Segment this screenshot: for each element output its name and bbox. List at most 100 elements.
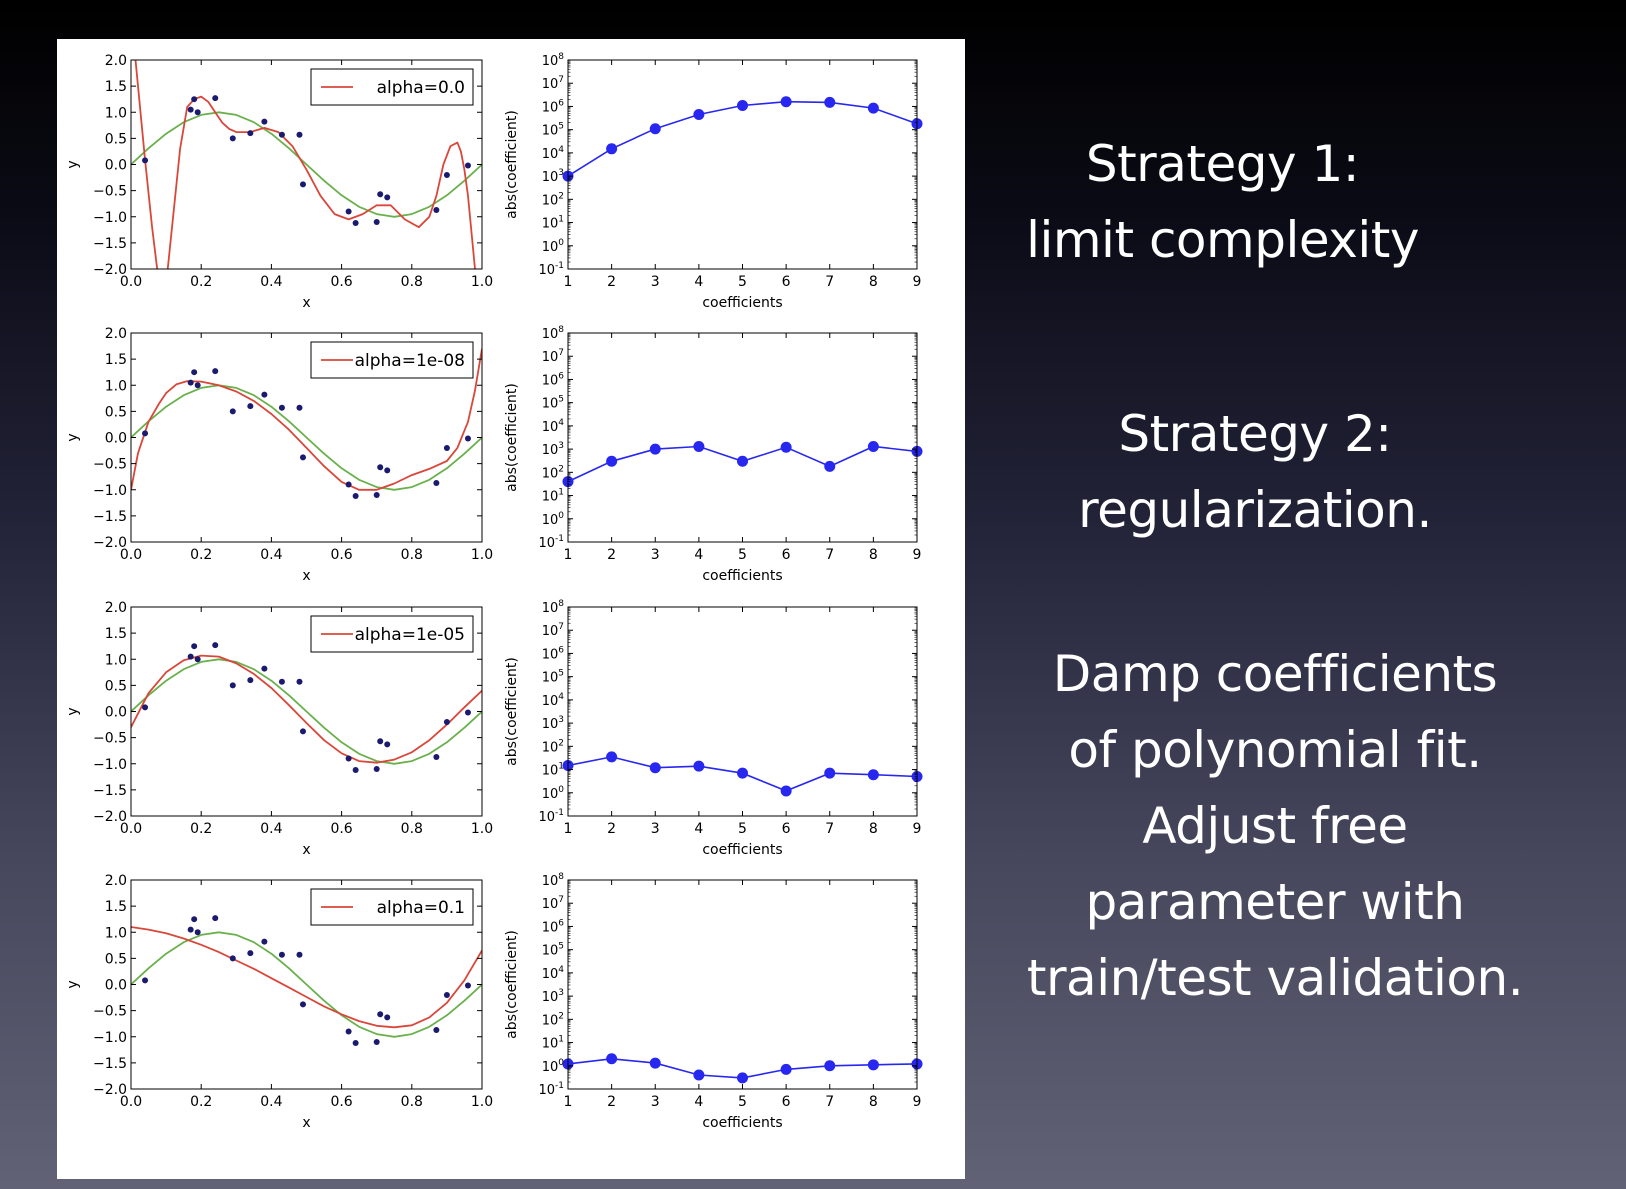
damp-line3: Adjust free: [1142, 797, 1408, 855]
x-tick-label: 8: [869, 1094, 878, 1110]
y-tick-label: 102: [542, 191, 564, 208]
coef-marker: [649, 123, 661, 135]
plot-frame: [567, 606, 918, 817]
y-tick-label: 1.0: [105, 378, 127, 394]
y-tick-label: 106: [542, 918, 565, 935]
strategy1-line2: limit complexity: [1026, 211, 1419, 269]
data-point: [443, 991, 450, 998]
data-point: [191, 916, 198, 923]
y-tick-label: 105: [542, 122, 564, 139]
x-tick-label: 1: [564, 821, 573, 837]
coef-marker: [649, 762, 661, 774]
data-point: [296, 131, 303, 138]
coef-marker: [824, 96, 836, 108]
x-tick-label: 6: [782, 1094, 791, 1110]
data-point: [464, 162, 471, 169]
y-tick-label: 108: [542, 52, 565, 69]
x-tick-label: 2: [607, 547, 616, 563]
y-tick-label: 10-1: [538, 534, 564, 551]
x-tick-label: 1: [564, 547, 573, 563]
coef-marker: [693, 1069, 705, 1081]
coef-marker: [867, 769, 879, 781]
figure-svg: 0.0 0.2 0.4 0.6 0.8 1.0 2.0 1.5 1.0 0.5 0.0 −0.5 −1.…: [65, 52, 923, 1131]
y-tick-label: 0.5: [105, 678, 127, 694]
y-tick-label: 0.5: [105, 404, 127, 420]
data-point: [299, 181, 306, 188]
y-tick-label: 1.5: [105, 899, 127, 915]
y-tick-label: 104: [542, 145, 565, 162]
x-tick-label: 7: [825, 547, 834, 563]
data-point: [261, 665, 268, 672]
data-point: [142, 977, 149, 984]
figure-panel: 0.0 0.2 0.4 0.6 0.8 1.0 2.0 1.5 1.0 0.5 0.0 −0.5 −1.…: [57, 39, 965, 1179]
damp-line4: parameter with: [1085, 873, 1465, 931]
data-point: [191, 96, 198, 103]
y-axis-label: y: [65, 160, 81, 168]
y-axis-label: abs(coefficient): [504, 657, 520, 766]
x-tick-label: 5: [738, 821, 747, 837]
y-tick-label: 10-1: [538, 1081, 564, 1098]
data-point: [194, 382, 201, 389]
y-tick-label: 1.5: [105, 79, 127, 95]
y-tick-label: 101: [542, 215, 564, 232]
y-axis-label: abs(coefficient): [504, 383, 520, 492]
x-tick-label: 1: [564, 1094, 573, 1110]
y-tick-label: 100: [542, 785, 565, 802]
y-tick-label: 10-1: [538, 261, 564, 278]
y-tick-label: 1.5: [105, 626, 127, 642]
x-tick-label: 9: [913, 547, 922, 563]
y-tick-label: 103: [542, 441, 564, 458]
coef-marker: [606, 1053, 618, 1065]
plot-area: [131, 915, 482, 1047]
y-tick-label: 106: [542, 371, 565, 388]
data-point: [212, 95, 219, 102]
coef-marker: [737, 99, 748, 111]
y-tick-label: −0.5: [93, 184, 127, 200]
data-point: [296, 951, 303, 958]
data-point: [187, 926, 194, 933]
strategy2-line2: regularization.: [1078, 481, 1432, 539]
coef-marker: [737, 767, 748, 779]
x-tick-label: 0.4: [260, 547, 282, 563]
fit-chart-3: 0.0 0.2 0.4 0.6 0.8 1.0 2.0 1.5 1.0 0.5 0.0 −0.5 −1.…: [65, 600, 493, 858]
coef-marker: [606, 143, 618, 155]
data-point: [142, 157, 149, 164]
data-point: [247, 677, 254, 684]
legend-label: alpha=1e-08: [355, 351, 465, 371]
data-point: [464, 982, 471, 989]
coef-chart-4: 1 2 3 4 5 6 7 8 9 10-1 100 101 102 103 104 105 106 107 108…: [504, 872, 923, 1131]
data-point: [352, 767, 359, 774]
data-point: [352, 493, 359, 500]
y-tick-label: 104: [542, 418, 565, 435]
data-point: [464, 435, 471, 442]
true-curve-line: [131, 931, 482, 1038]
fit-chart-4: 0.0 0.2 0.4 0.6 0.8 1.0 2.0 1.5 1.0 0.5 0.0 −0.5 −1.…: [65, 873, 493, 1131]
data-point: [373, 1038, 380, 1045]
plot-area: [131, 642, 482, 774]
x-tick-label: 7: [825, 274, 834, 290]
data-point: [247, 950, 254, 957]
data-point: [433, 753, 440, 760]
y-tick-label: 106: [542, 645, 565, 662]
y-tick-label: 108: [542, 872, 565, 889]
y-tick-label: 105: [542, 942, 564, 959]
x-tick-label: 1.0: [471, 547, 493, 563]
x-axis-label: x: [302, 1115, 310, 1131]
x-tick-label: 0.4: [260, 1094, 282, 1110]
x-tick-label: 1: [564, 274, 573, 290]
data-point: [142, 430, 149, 437]
data-point: [187, 106, 194, 113]
x-tick-label: 3: [651, 1094, 660, 1110]
data-point: [229, 682, 236, 689]
coef-marker: [649, 1057, 661, 1069]
x-tick-label: 0.6: [330, 547, 352, 563]
data-point: [187, 653, 194, 660]
y-axis-label: abs(coefficient): [504, 110, 520, 219]
coef-marker: [824, 460, 836, 472]
x-tick-label: 9: [913, 821, 922, 837]
data-point: [352, 220, 359, 227]
y-tick-label: −1.5: [93, 1056, 127, 1072]
coef-marker: [606, 455, 618, 467]
data-point: [377, 738, 384, 745]
x-tick-label: 2: [607, 1094, 616, 1110]
